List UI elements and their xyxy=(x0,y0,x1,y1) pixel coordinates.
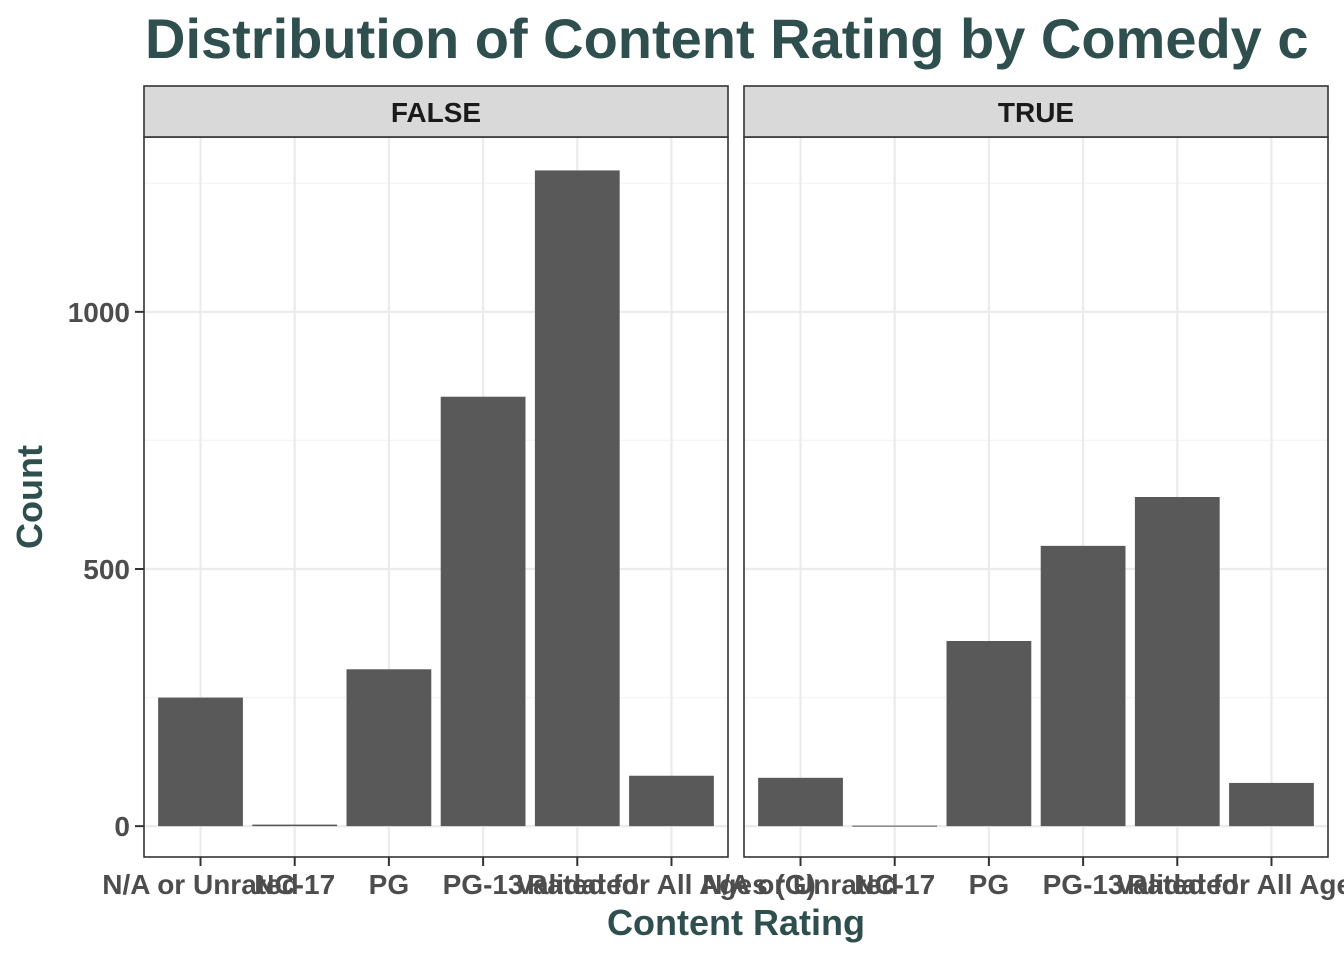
bar-false-5 xyxy=(629,775,714,827)
bar-false-3 xyxy=(440,396,526,827)
y-axis-title: Count xyxy=(9,445,50,549)
bar-false-2 xyxy=(346,669,432,827)
panel-border xyxy=(743,136,1329,858)
y-tick-label: 500 xyxy=(83,554,130,585)
x-tick-label: PG-13 xyxy=(1043,869,1124,900)
facet-strip xyxy=(743,85,1329,138)
bar-false-4 xyxy=(534,170,620,827)
x-tick-label: PG-13 xyxy=(443,869,524,900)
bar-true-4 xyxy=(1134,497,1220,827)
bar-true-0 xyxy=(758,777,843,827)
x-tick-label: N/A or Unrated xyxy=(702,869,899,900)
bar-true-5 xyxy=(1229,782,1314,827)
bar-false-0 xyxy=(158,697,243,827)
x-tick-label: Rated for All Ages (G) xyxy=(1127,869,1344,900)
x-tick-label: PG xyxy=(969,869,1009,900)
facet-strip xyxy=(143,85,729,138)
x-tick-label: Validated xyxy=(516,869,639,900)
facet-strip-label: TRUE xyxy=(998,97,1074,128)
x-tick-label: N/A or Unrated xyxy=(102,869,299,900)
bar-true-3 xyxy=(1040,545,1126,827)
chart-title: Distribution of Content Rating by Comedy… xyxy=(145,7,1309,70)
x-tick-label: Rated for All Ages (G) xyxy=(527,869,816,900)
y-tick-label: 1000 xyxy=(68,297,130,328)
bar-true-1 xyxy=(852,825,938,827)
y-tick-label: 0 xyxy=(114,811,130,842)
bar-true-2 xyxy=(946,641,1032,827)
x-tick-label: NC-17 xyxy=(254,869,335,900)
x-tick-label: Validated xyxy=(1116,869,1239,900)
facet-strip-label: FALSE xyxy=(391,97,481,128)
x-tick-label: NC-17 xyxy=(854,869,935,900)
x-tick-label: PG xyxy=(369,869,409,900)
x-axis-title: Content Rating xyxy=(607,902,865,943)
bar-false-1 xyxy=(252,824,338,827)
